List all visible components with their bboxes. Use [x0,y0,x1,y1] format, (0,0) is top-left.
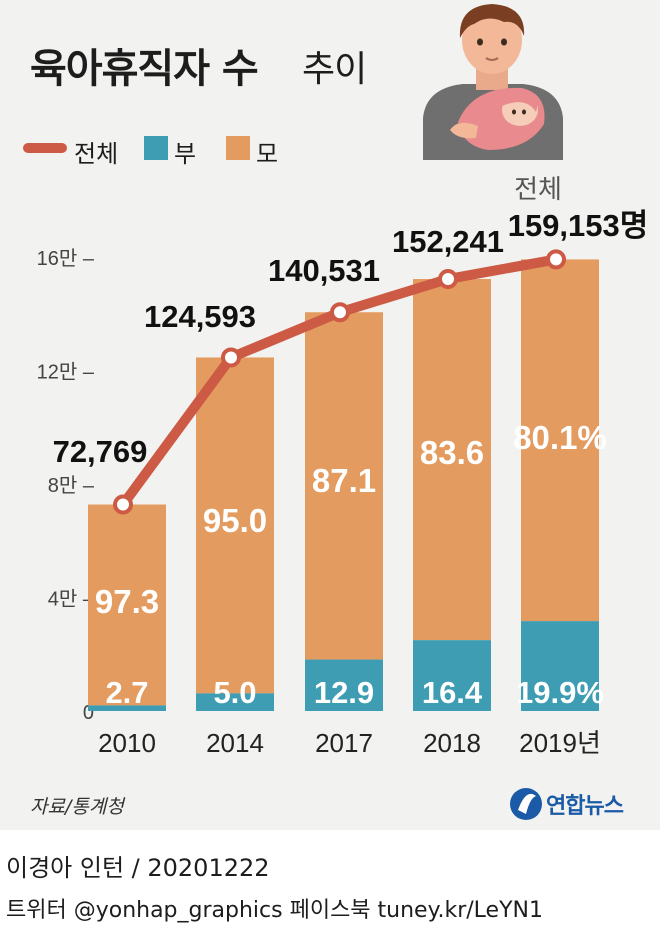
chart-title: 육아휴직자 수 [30,46,259,92]
legend-total-swatch [23,143,67,153]
bar-mother [305,312,383,660]
stacked-bar-line-chart: 0 4만 – 8만 – 12만 – 16만 – 2010 2014 2017 2018 2019년… [37,174,649,758]
bar-father [305,659,383,711]
mother-share-label: 95.0 [203,502,267,539]
bar-father [413,640,491,711]
total-annotation: 전체 [514,174,562,204]
legend-father-label: 부 [174,140,197,168]
mother-share-label: 83.6 [420,434,484,471]
x-tick-label: 2010 [98,728,156,758]
y-tick-label: 4만 – [48,588,95,611]
total-value-label: 152,241 [392,224,504,259]
bar-mother [196,357,274,694]
x-tick-label: 2019년 [519,728,601,758]
father-share-label: 5.0 [213,675,256,710]
total-point [330,302,350,323]
total-value-label: 72,769 [53,434,148,469]
bar-father [196,693,274,711]
bar-mother [413,279,491,641]
mother-share-label: 87.1 [312,462,376,499]
credit-line: 이경아 인턴 / 20201222 [6,854,270,882]
logo-text: 연합뉴스 [546,794,624,819]
total-point [221,347,241,368]
legend-father-swatch [144,136,168,160]
bar-mother [88,504,166,706]
mother-share-label: 80.1% [513,419,607,456]
total-value-label: 140,531 [268,253,380,288]
mother-share-label: 97.3 [95,583,159,620]
bar-father [521,621,599,711]
father-share-label: 12.9 [314,675,374,710]
parent-baby-illustration [423,4,563,160]
social-line: 트위터 @yonhap_graphics 페이스북 tuney.kr/LeYN1 [6,898,543,923]
father-share-label: 2.7 [105,675,148,710]
x-tick-label: 2018 [423,728,481,758]
total-point [438,269,458,290]
legend-mother-swatch [226,136,250,160]
total-value-label: 124,593 [144,299,256,334]
infographic-panel: 육아휴직자 수 추이 전체 부 모 0 4만 – 8만 – 12만 – 16만 – 201… [0,0,660,830]
x-tick-label: 2014 [206,728,264,758]
total-point [113,494,133,515]
bar-father [88,705,166,711]
y-tick-label: 0 [83,702,94,724]
father-share-label: 16.4 [422,675,483,710]
yonhap-logo-icon [510,788,542,820]
bar-mother [521,259,599,622]
source-note: 자료/통계청 [30,796,124,818]
father-share-label: 19.9% [516,675,604,710]
chart-title-suffix: 추이 [302,49,367,90]
y-tick-label: 16만 – [37,247,95,270]
total-point [546,249,566,270]
x-tick-label: 2017 [315,728,373,758]
y-tick-label: 12만 – [37,361,95,384]
legend-total-label: 전체 [74,140,119,168]
y-tick-label: 8만 – [48,474,95,497]
total-value-label: 159,153명 [508,208,649,243]
legend-mother-label: 모 [256,140,279,168]
